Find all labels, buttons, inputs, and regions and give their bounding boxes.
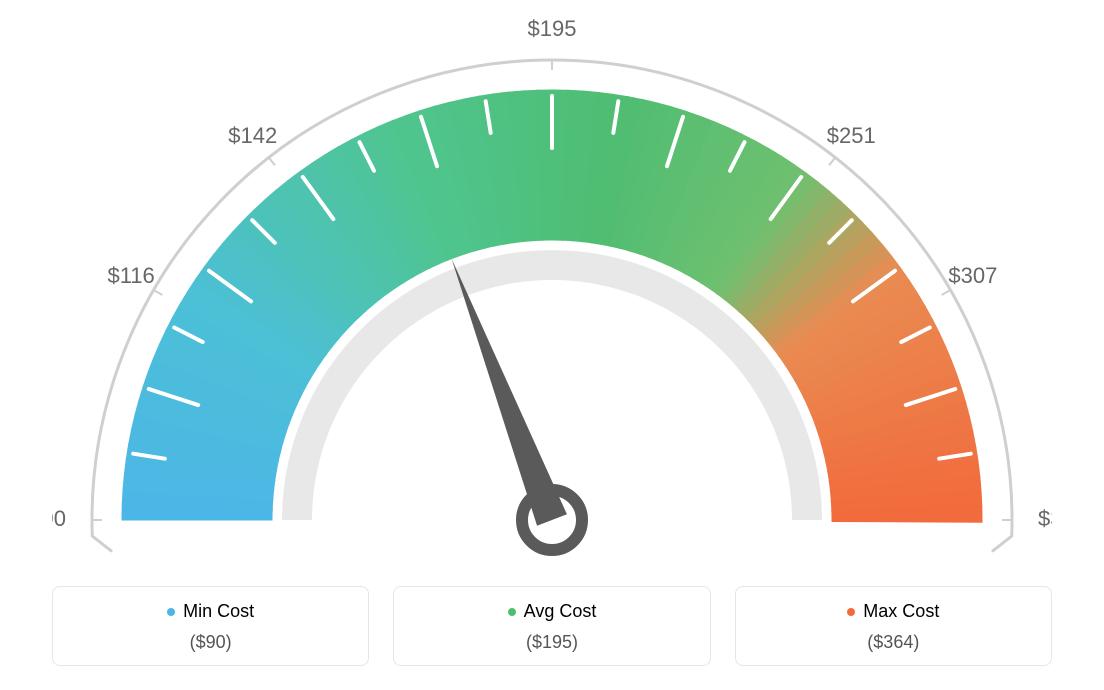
legend-label-max: Max Cost — [863, 601, 939, 622]
legend-dot-avg — [508, 608, 516, 616]
legend-label-min: Min Cost — [183, 601, 254, 622]
svg-text:$195: $195 — [528, 16, 577, 41]
svg-text:$307: $307 — [948, 263, 997, 288]
legend-value-max: ($364) — [746, 632, 1041, 653]
legend-dot-max — [847, 608, 855, 616]
legend-title-max: Max Cost — [847, 601, 939, 622]
legend-title-avg: Avg Cost — [508, 601, 597, 622]
svg-text:$90: $90 — [52, 506, 66, 531]
legend-label-avg: Avg Cost — [524, 601, 597, 622]
legend-card-max: Max Cost ($364) — [735, 586, 1052, 666]
svg-text:$251: $251 — [827, 123, 876, 148]
legend-value-min: ($90) — [63, 632, 358, 653]
legend-dot-min — [167, 608, 175, 616]
svg-text:$142: $142 — [228, 123, 277, 148]
svg-text:$116: $116 — [107, 263, 154, 288]
legend-card-min: Min Cost ($90) — [52, 586, 369, 666]
legend-row: Min Cost ($90) Avg Cost ($195) Max Cost … — [52, 586, 1052, 666]
legend-card-avg: Avg Cost ($195) — [393, 586, 710, 666]
gauge-chart-container: $90 $116 $142 $195 $251 $307 $364 Min Cost ($9… — [0, 0, 1104, 690]
svg-text:$364: $364 — [1038, 506, 1052, 531]
gauge-chart: $90 $116 $142 $195 $251 $307 $364 — [52, 0, 1052, 560]
legend-title-min: Min Cost — [167, 601, 254, 622]
legend-value-avg: ($195) — [404, 632, 699, 653]
